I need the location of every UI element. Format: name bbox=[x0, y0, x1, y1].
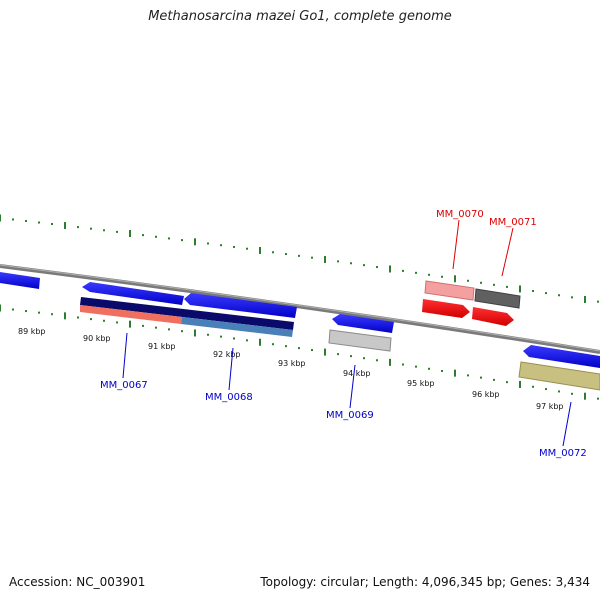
tick-label-89: 89 kbp bbox=[18, 327, 46, 336]
feature-pink-MM_0070 bbox=[424, 280, 475, 301]
gene-label-MM_0068[interactable]: MM_0068 bbox=[205, 392, 253, 403]
tick-label-96: 96 kbp bbox=[472, 390, 500, 399]
feature-khaki-MM_0072 bbox=[518, 361, 600, 391]
label-leaders bbox=[122, 219, 572, 447]
gene-MM_0072-arrow[interactable] bbox=[523, 345, 600, 368]
feature-navy-1 bbox=[80, 297, 294, 330]
gene-label-MM_0072[interactable]: MM_0072 bbox=[539, 448, 587, 459]
gene-label-MM_0069[interactable]: MM_0069 bbox=[326, 410, 374, 421]
tick-label-93: 93 kbp bbox=[278, 359, 306, 368]
gene-MM_0070-arrow[interactable] bbox=[422, 299, 470, 318]
gene-MM_0071-arrow[interactable] bbox=[472, 307, 514, 326]
gene-MM_0069-arrow[interactable] bbox=[332, 314, 394, 333]
tick-label-90: 90 kbp bbox=[83, 334, 111, 343]
tick-label-97: 97 kbp bbox=[536, 402, 564, 411]
tick-label-94: 94 kbp bbox=[343, 369, 371, 378]
inner-tick-ring bbox=[0, 304, 599, 400]
feature-grey-MM_0071 bbox=[474, 288, 521, 309]
tick-label-91: 91 kbp bbox=[148, 342, 176, 351]
feature-salmon bbox=[80, 305, 182, 324]
gene-label-MM_0067[interactable]: MM_0067 bbox=[100, 380, 148, 391]
map-title: Methanosarcina mazei Go1, complete genom… bbox=[148, 9, 452, 24]
feature-steelblue bbox=[181, 317, 293, 337]
tick-label-92: 92 kbp bbox=[213, 350, 241, 359]
forward-strand-features bbox=[422, 280, 521, 326]
gene-MM_0066-arrow[interactable] bbox=[0, 272, 40, 289]
reverse-strand-features bbox=[0, 272, 600, 391]
outer-tick-ring bbox=[0, 214, 599, 304]
gene-MM_0067-arrow[interactable] bbox=[82, 282, 184, 305]
genome-backbone bbox=[0, 264, 600, 354]
gene-label-MM_0071[interactable]: MM_0071 bbox=[489, 217, 537, 228]
tick-label-95: 95 kbp bbox=[407, 379, 435, 388]
accession-text: Accession: NC_003901 bbox=[9, 575, 146, 589]
genome-stats-text: Topology: circular; Length: 4,096,345 bp… bbox=[260, 575, 590, 589]
feature-grey-MM_0069 bbox=[328, 329, 392, 352]
gene-label-MM_0070[interactable]: MM_0070 bbox=[436, 209, 484, 220]
gene-MM_0068-arrow[interactable] bbox=[184, 293, 297, 318]
